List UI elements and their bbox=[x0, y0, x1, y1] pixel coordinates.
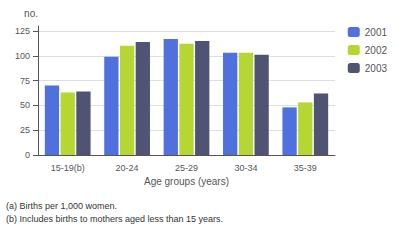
svg-text:2002: 2002 bbox=[365, 45, 388, 56]
svg-text:50: 50 bbox=[20, 100, 30, 110]
svg-text:75: 75 bbox=[20, 76, 30, 86]
svg-text:125: 125 bbox=[15, 26, 30, 36]
svg-text:2003: 2003 bbox=[365, 63, 388, 74]
svg-text:(a) Births per 1,000 women.: (a) Births per 1,000 women. bbox=[6, 201, 117, 211]
svg-text:30-34: 30-34 bbox=[234, 163, 257, 173]
svg-text:0: 0 bbox=[25, 150, 30, 160]
svg-text:2001: 2001 bbox=[365, 27, 388, 38]
svg-text:no.: no. bbox=[24, 8, 38, 19]
svg-text:35-39: 35-39 bbox=[294, 163, 317, 173]
svg-text:20-24: 20-24 bbox=[116, 163, 139, 173]
svg-text:100: 100 bbox=[15, 51, 30, 61]
svg-text:25-29: 25-29 bbox=[175, 163, 198, 173]
svg-text:Age groups (years): Age groups (years) bbox=[144, 176, 229, 187]
svg-text:15-19(b): 15-19(b) bbox=[51, 163, 85, 173]
svg-text:25: 25 bbox=[20, 125, 30, 135]
svg-text:(b) Includes births to mothers: (b) Includes births to mothers aged less… bbox=[6, 214, 223, 224]
